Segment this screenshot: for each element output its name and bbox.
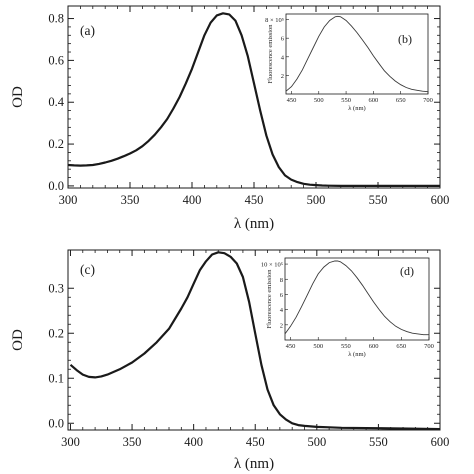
x-tick-label: 500 (307, 193, 326, 207)
x-tick-label: 400 (183, 193, 202, 207)
inset-y-tick-label: 8 × 10⁵ (265, 17, 284, 24)
inset-y-tick-label: 10 × 10⁵ (261, 262, 283, 269)
inset-x-tick-label: 500 (314, 97, 324, 104)
inset-y-tick-label: 6 (281, 36, 285, 43)
inset-y-axis-title: Fluorescence emission (266, 269, 273, 329)
panel-top: 300 350 400 450 500 550 600 0.0 0.2 0.4 0.6 0.8 λ (n… (10, 5, 450, 232)
inset-y-tick-label: 2 (281, 73, 284, 80)
inset-panel-label: (b) (398, 32, 412, 46)
y-tick-label: 0.2 (48, 137, 64, 151)
inset-frame (284, 257, 430, 341)
inset-frame (285, 13, 429, 95)
x-tick-label: 450 (245, 193, 264, 207)
inset-x-tick-label: 600 (369, 97, 379, 104)
y-tick-label: 0.0 (48, 416, 64, 430)
inset-chart: 450 500 550 600 650 700 2 4 6 8 × 10⁵ λ (nm) Fluore… (265, 13, 433, 112)
panel-label: (c) (80, 262, 95, 277)
x-tick-label: 350 (123, 435, 142, 449)
inset-y-tick-label: 6 (280, 292, 284, 299)
y-tick-label: 0.0 (48, 179, 64, 193)
y-tick-label: 0.1 (48, 371, 64, 385)
y-axis-title: OD (10, 86, 26, 108)
inset-y-tick-label: 8 (280, 277, 283, 284)
inset-y-tick-label: 4 (281, 54, 285, 61)
inset-x-tick-label: 550 (341, 343, 351, 350)
inset-x-tick-label: 500 (313, 343, 323, 350)
inset-x-tick-label: 450 (286, 343, 296, 350)
inset-y-tick-label: 4 (280, 307, 284, 314)
x-tick-label: 500 (307, 435, 326, 449)
inset-y-tick-label: 2 (280, 322, 283, 329)
x-tick-label: 300 (59, 193, 78, 207)
inset-x-tick-label: 550 (341, 97, 351, 104)
x-tick-label: 550 (369, 193, 388, 207)
y-tick-label: 0.2 (48, 326, 64, 340)
x-tick-label: 600 (431, 193, 450, 207)
plot-frame (67, 249, 441, 431)
inset-x-tick-label: 650 (396, 97, 406, 104)
inset-x-axis-title: λ (nm) (348, 351, 365, 358)
absorbance-curve (69, 251, 441, 431)
inset-x-tick-label: 650 (396, 343, 406, 350)
x-tick-label: 600 (431, 435, 450, 449)
inset-chart: 450 500 550 600 650 700 2 4 6 8 10 × 10⁵ λ (nm) Fluo… (261, 257, 434, 358)
emission-curve (284, 260, 429, 336)
x-axis-title: λ (nm) (234, 216, 274, 232)
inset-panel-label: (d) (400, 264, 414, 278)
y-tick-label: 0.4 (48, 95, 64, 109)
panel-label: (a) (80, 23, 95, 38)
inset-x-axis-title: λ (nm) (348, 105, 365, 112)
emission-curve (285, 15, 429, 93)
y-tick-label: 0.3 (48, 281, 64, 295)
absorbance-curve (67, 12, 440, 187)
x-axis-title: λ (nm) (234, 456, 274, 472)
x-tick-label: 300 (61, 435, 80, 449)
x-tick-label: 350 (121, 193, 140, 207)
x-tick-label: 450 (246, 435, 265, 449)
inset-x-tick-label: 600 (369, 343, 379, 350)
inset-x-tick-label: 450 (287, 97, 297, 104)
y-tick-label: 0.6 (48, 53, 64, 67)
y-axis-title: OD (10, 329, 26, 351)
x-tick-label: 400 (184, 435, 203, 449)
inset-x-tick-label: 700 (424, 343, 434, 350)
y-tick-label: 0.8 (48, 12, 64, 26)
inset-x-tick-label: 700 (423, 97, 433, 104)
x-tick-label: 550 (369, 435, 388, 449)
panel-bottom: 300 350 400 450 500 550 600 0.0 0.1 0.2 0.3 λ (nm) O… (10, 249, 450, 472)
inset-y-axis-title: Fluorescence emission (267, 24, 274, 84)
